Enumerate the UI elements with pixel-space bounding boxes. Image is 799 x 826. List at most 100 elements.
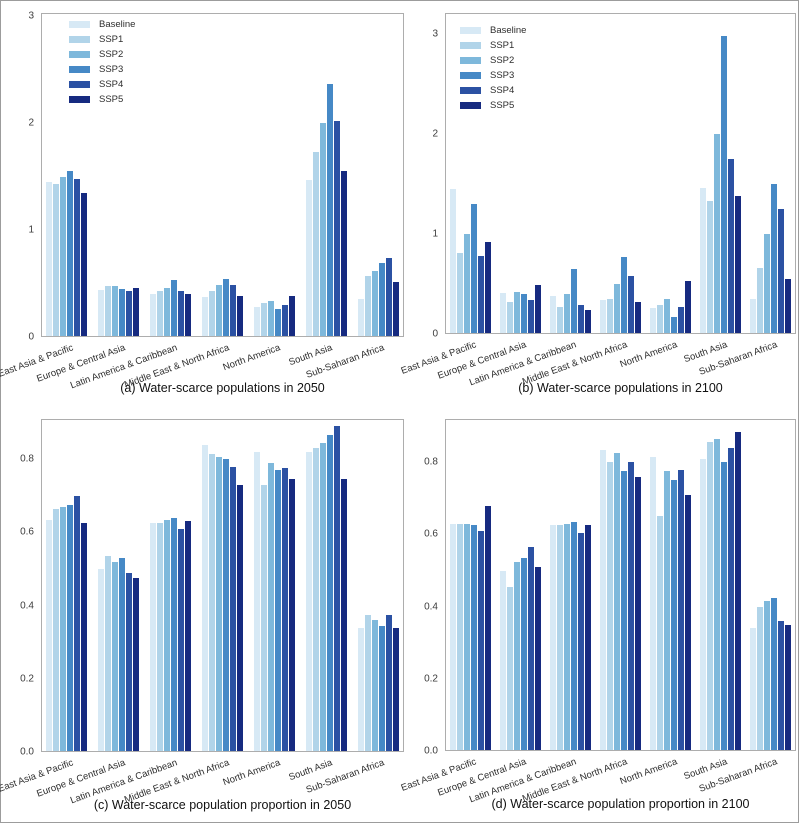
bar <box>463 234 470 333</box>
bar <box>771 597 778 750</box>
bar <box>714 134 721 333</box>
y-axis-tick-label: 3 <box>28 10 34 22</box>
bar <box>60 506 67 751</box>
bar <box>202 297 208 336</box>
bar <box>563 523 570 750</box>
bar <box>98 289 105 336</box>
bar <box>223 279 229 336</box>
bar <box>288 296 295 336</box>
bar <box>527 547 534 750</box>
bar <box>164 287 171 336</box>
chart-panel-a: (a) Water-scarce populations in 2050 0 1 2… <box>0 11 404 395</box>
bar <box>171 517 178 751</box>
legend-item: SSP1 <box>69 32 135 47</box>
bar <box>164 519 171 751</box>
bar <box>74 495 81 751</box>
legend-label: SSP4 <box>99 79 124 90</box>
y-axis-tick-label: 0.0 <box>424 745 438 757</box>
legend-item: SSP3 <box>460 68 526 83</box>
bar <box>449 189 456 333</box>
legend-swatch-icon <box>460 57 481 64</box>
bar <box>209 291 215 336</box>
bar <box>657 516 664 750</box>
bar <box>237 296 243 336</box>
bar <box>260 484 267 751</box>
legend-label: SSP1 <box>490 40 515 51</box>
bar <box>685 494 692 750</box>
bar <box>216 284 222 336</box>
legend-item: SSP4 <box>460 83 526 98</box>
legend-label: SSP2 <box>99 49 124 60</box>
bar <box>650 456 657 750</box>
bar <box>513 292 520 333</box>
bar <box>357 298 364 336</box>
bar <box>105 285 112 336</box>
bar <box>74 178 81 336</box>
bar <box>60 176 67 336</box>
bar <box>364 276 371 336</box>
legend-swatch-icon <box>460 27 481 34</box>
bar <box>288 479 295 751</box>
legend-swatch-icon <box>69 36 90 43</box>
legend-label: SSP1 <box>99 34 124 45</box>
bar <box>157 291 164 336</box>
bar <box>764 234 771 333</box>
bar <box>333 121 340 336</box>
y-axis-tick-label: 0.8 <box>424 456 438 468</box>
bar <box>312 152 319 336</box>
bar <box>326 83 333 336</box>
bar <box>378 625 385 751</box>
bar <box>657 305 664 333</box>
bar <box>600 449 606 750</box>
bar <box>178 291 185 336</box>
legend-item: Baseline <box>69 17 135 32</box>
bar <box>46 181 53 336</box>
bar <box>678 307 685 333</box>
chart-panel-b: (b) Water-scarce populations in 2100 0 1 2… <box>400 13 796 395</box>
bar <box>392 627 399 751</box>
bar <box>230 284 236 336</box>
bar <box>378 263 385 336</box>
bar <box>570 521 577 750</box>
bar <box>664 299 671 333</box>
bar <box>230 466 236 751</box>
bar <box>778 621 785 750</box>
bar <box>635 302 641 333</box>
bar <box>671 480 678 750</box>
bar <box>534 566 541 750</box>
bar <box>778 209 785 333</box>
bar <box>728 159 735 333</box>
bar <box>267 300 274 336</box>
bar <box>721 36 728 333</box>
bar <box>614 284 620 333</box>
bar <box>340 171 347 336</box>
legend: Baseline SSP1 SSP2 SSP3 SSP4 SSP5 <box>460 23 526 113</box>
legend-swatch-icon <box>460 102 481 109</box>
legend-item: SSP5 <box>69 92 135 107</box>
bar <box>456 253 463 333</box>
bar <box>577 532 584 750</box>
bar <box>577 305 584 333</box>
y-axis-tick-label: 0.0 <box>20 746 34 758</box>
bar <box>607 299 613 333</box>
bar <box>371 270 378 336</box>
bar <box>685 281 692 333</box>
legend: Baseline SSP1 SSP2 SSP3 SSP4 SSP5 <box>69 17 135 107</box>
bar <box>628 276 634 333</box>
bar <box>785 624 792 750</box>
legend-swatch-icon <box>69 81 90 88</box>
chart-caption-c: (c) Water-scarce population proportion i… <box>93 798 352 812</box>
legend-swatch-icon <box>460 42 481 49</box>
bar <box>600 300 606 333</box>
bar <box>750 628 757 750</box>
bar <box>357 627 364 751</box>
bar <box>253 451 260 751</box>
legend-item: SSP4 <box>69 77 135 92</box>
bar <box>223 459 229 751</box>
bar <box>133 287 140 336</box>
chart-panel-d: (d) Water-scarce population proportion i… <box>400 419 796 811</box>
y-axis-tick-label: 0.8 <box>20 453 34 465</box>
bar <box>477 256 484 333</box>
legend-item: SSP2 <box>460 53 526 68</box>
bar <box>499 293 506 333</box>
